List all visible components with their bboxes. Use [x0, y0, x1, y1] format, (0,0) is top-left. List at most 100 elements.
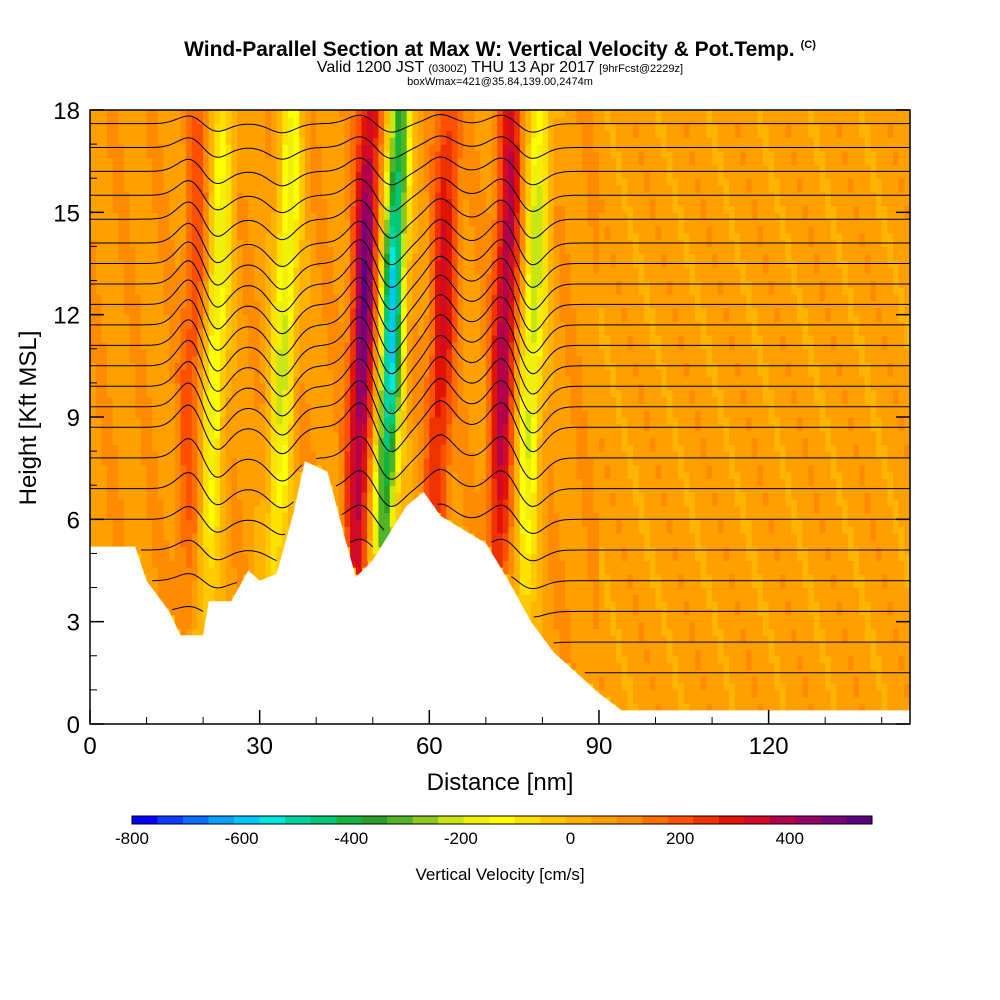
velocity-cell: [180, 437, 187, 445]
velocity-cell: [282, 362, 289, 370]
velocity-cell: [270, 123, 278, 132]
velocity-cell: [372, 478, 380, 486]
velocity-cell: [519, 539, 527, 548]
velocity-cell: [401, 198, 408, 207]
velocity-cell: [140, 396, 148, 404]
velocity-cell: [502, 280, 510, 288]
velocity-cell: [355, 321, 363, 329]
velocity-cell: [140, 123, 148, 132]
velocity-cell: [485, 232, 493, 241]
velocity-cell: [174, 614, 182, 623]
velocity-cell: [186, 608, 193, 616]
velocity-cell: [412, 266, 419, 275]
velocity-cell: [434, 505, 442, 514]
velocity-cell: [401, 355, 408, 364]
velocity-cell: [129, 178, 136, 186]
velocity-cell: [214, 287, 221, 295]
velocity-cell: [378, 348, 385, 357]
velocity-cell: [299, 253, 306, 261]
velocity-cell: [434, 123, 442, 132]
velocity-cell: [418, 321, 425, 329]
velocity-cell: [157, 505, 165, 514]
velocity-cell: [157, 376, 165, 384]
velocity-cell: [429, 225, 436, 234]
velocity-cell: [367, 225, 374, 234]
velocity-cell: [451, 341, 459, 350]
velocity-cell: [90, 498, 97, 507]
velocity-cell: [118, 512, 125, 520]
velocity-cell: [169, 260, 176, 268]
velocity-cell: [401, 403, 408, 411]
velocity-cell: [355, 498, 363, 507]
velocity-cell: [485, 403, 493, 411]
velocity-cell: [191, 587, 199, 595]
velocity-cell: [112, 457, 119, 466]
velocity-cell: [231, 144, 238, 152]
velocity-cell: [169, 457, 176, 466]
velocity-cell: [491, 464, 498, 473]
velocity-cell: [208, 191, 216, 200]
velocity-cell: [140, 560, 148, 568]
velocity-cell: [429, 137, 436, 145]
velocity-cell: [169, 362, 176, 370]
velocity-cell: [406, 335, 413, 343]
velocity-cell: [123, 328, 131, 336]
velocity-cell: [208, 505, 216, 514]
velocity-cell: [361, 532, 368, 541]
velocity-cell: [231, 492, 238, 500]
velocity-cell: [214, 532, 221, 541]
velocity-cell: [350, 505, 357, 514]
velocity-cell: [423, 280, 430, 288]
velocity-cell: [440, 294, 447, 302]
velocity-cell: [231, 471, 238, 479]
velocity-cell: [485, 532, 493, 541]
velocity-cell: [208, 328, 216, 336]
velocity-cell: [180, 464, 187, 473]
velocity-cell: [423, 157, 430, 166]
velocity-cell: [355, 457, 363, 466]
velocity-cell: [208, 369, 216, 377]
velocity-cell: [344, 212, 351, 220]
velocity-cell: [146, 580, 153, 589]
velocity-cell: [214, 239, 221, 248]
velocity-cell: [270, 328, 278, 336]
velocity-cell: [468, 164, 476, 172]
velocity-cell: [270, 198, 278, 207]
velocity-cell: [140, 328, 148, 336]
velocity-cell: [248, 492, 255, 500]
velocity-cell: [282, 532, 289, 541]
velocity-cell: [106, 287, 114, 295]
velocity-cell: [418, 328, 425, 336]
velocity-cell: [508, 382, 515, 391]
velocity-cell: [146, 355, 153, 364]
velocity-cell: [220, 198, 227, 207]
velocity-cell: [293, 266, 300, 275]
velocity-cell: [101, 389, 108, 398]
velocity-cell: [440, 137, 447, 145]
velocity-cell: [140, 212, 148, 220]
velocity-cell: [106, 539, 114, 548]
velocity-cell: [90, 225, 97, 234]
velocity-cell: [344, 301, 351, 309]
velocity-cell: [242, 219, 249, 227]
velocity-cell: [468, 232, 476, 241]
velocity-cell: [310, 348, 317, 357]
velocity-cell: [248, 485, 255, 493]
velocity-cell: [378, 512, 385, 520]
velocity-cell: [112, 130, 119, 138]
velocity-cell: [265, 321, 272, 329]
velocity-cell: [208, 478, 216, 486]
velocity-cell: [242, 185, 249, 193]
velocity-cell: [95, 171, 102, 179]
velocity-cell: [361, 205, 368, 213]
velocity-cell: [502, 560, 510, 568]
velocity-cell: [316, 294, 323, 302]
velocity-cell: [287, 451, 295, 459]
velocity-cell: [242, 355, 249, 364]
velocity-cell: [468, 150, 476, 159]
velocity-cell: [406, 130, 413, 138]
velocity-cell: [384, 137, 391, 145]
velocity-cell: [265, 239, 272, 248]
velocity-cell: [497, 492, 504, 500]
velocity-cell: [208, 355, 216, 364]
